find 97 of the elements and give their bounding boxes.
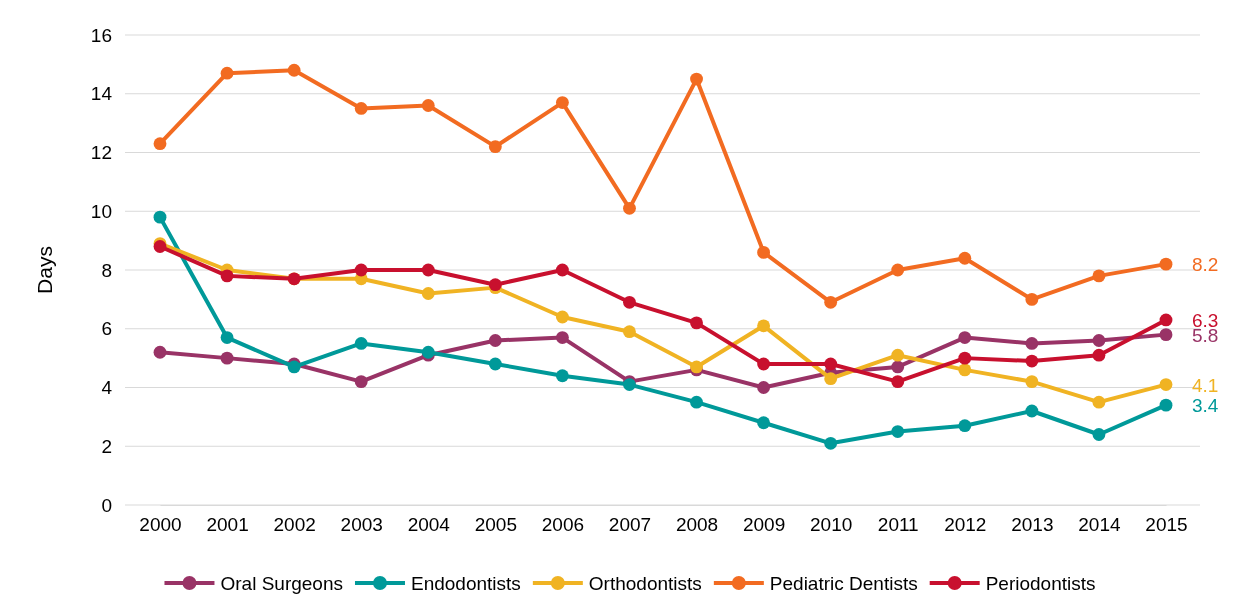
point: [891, 348, 905, 362]
point: [488, 140, 502, 154]
point: [555, 96, 569, 109]
x-tick-label: 2011: [877, 513, 919, 535]
x-tick-label: 2010: [810, 513, 853, 535]
x-tick-label: 2012: [944, 513, 987, 535]
point: [824, 372, 838, 386]
y-tick-label: 8: [101, 259, 112, 281]
point: [354, 102, 368, 115]
point: [488, 334, 502, 347]
point: [555, 331, 569, 344]
point: [287, 63, 301, 77]
point: [757, 357, 771, 371]
y-tick-label: 6: [101, 318, 112, 340]
point: [891, 375, 905, 389]
x-tick-label: 2000: [139, 513, 182, 535]
point: [958, 251, 972, 265]
x-tick-label: 2007: [608, 513, 652, 535]
legend-label: Periodontists: [985, 573, 1096, 594]
point: [220, 269, 234, 283]
x-tick-label: 2009: [742, 513, 786, 535]
point: [153, 210, 167, 224]
y-tick-label: 0: [101, 494, 112, 516]
point: [958, 419, 972, 433]
y-axis-title: Days: [33, 246, 56, 294]
point: [891, 425, 905, 438]
point: [555, 369, 569, 383]
data-label: 4.1: [1192, 374, 1219, 396]
point: [623, 295, 636, 309]
data-label: 3.4: [1192, 395, 1219, 417]
point: [220, 351, 234, 365]
point: [824, 436, 838, 450]
x-tick-label: 2008: [675, 513, 719, 535]
x-tick-label: 2003: [340, 513, 383, 535]
y-tick-label: 12: [90, 142, 112, 164]
point: [757, 381, 771, 394]
y-tick-label: 10: [90, 200, 112, 222]
point: [1159, 328, 1173, 342]
point: [757, 416, 771, 430]
point: [220, 66, 234, 80]
point: [690, 395, 703, 409]
x-tick-label: 2005: [474, 513, 517, 535]
y-tick-label: 4: [101, 377, 113, 399]
legend-label: Orthodontists: [588, 573, 702, 594]
point: [824, 295, 838, 309]
x-tick-label: 2014: [1078, 513, 1121, 535]
legend-label: Oral Surgeons: [220, 573, 343, 594]
point: [354, 375, 368, 389]
x-tick-label: 2015: [1145, 513, 1188, 535]
point: [1092, 428, 1106, 441]
point: [757, 319, 771, 333]
x-tick-label: 2001: [206, 513, 249, 535]
point: [220, 331, 234, 344]
point: [958, 351, 972, 365]
point: [421, 263, 435, 277]
point: [1159, 398, 1173, 412]
point: [1159, 257, 1173, 271]
point: [757, 245, 771, 259]
y-tick-label: 16: [90, 24, 112, 46]
point: [1092, 348, 1106, 362]
x-tick-label: 2013: [1011, 513, 1054, 535]
point: [1025, 375, 1039, 389]
y-tick-label: 14: [90, 83, 113, 105]
point: [623, 201, 636, 215]
point: [153, 345, 167, 359]
point: [555, 263, 569, 277]
point: [1025, 337, 1039, 350]
x-tick-label: 2004: [407, 513, 451, 535]
point: [891, 263, 905, 277]
point: [690, 72, 703, 86]
point: [153, 137, 167, 151]
point: [1159, 313, 1173, 327]
point: [1092, 395, 1106, 409]
point: [958, 331, 972, 344]
point: [623, 325, 636, 339]
legend-label: Endodontists: [410, 573, 521, 594]
point: [1025, 354, 1039, 368]
point: [958, 363, 972, 377]
point: [555, 310, 569, 324]
point: [354, 337, 368, 350]
data-label: 8.2: [1192, 254, 1219, 276]
point: [690, 316, 703, 330]
point: [824, 357, 838, 371]
point: [1025, 404, 1039, 418]
point: [354, 263, 368, 277]
point: [1092, 334, 1106, 347]
point: [421, 99, 435, 112]
legend-label: Pediatric Dentists: [769, 573, 918, 594]
point: [1092, 269, 1106, 283]
x-tick-label: 2006: [541, 513, 585, 535]
point: [421, 287, 435, 300]
point: [1025, 292, 1039, 306]
point: [891, 360, 905, 374]
y-tick-label: 2: [101, 435, 112, 457]
point: [1159, 378, 1173, 391]
x-tick-label: 2002: [273, 513, 316, 535]
point: [488, 357, 502, 371]
